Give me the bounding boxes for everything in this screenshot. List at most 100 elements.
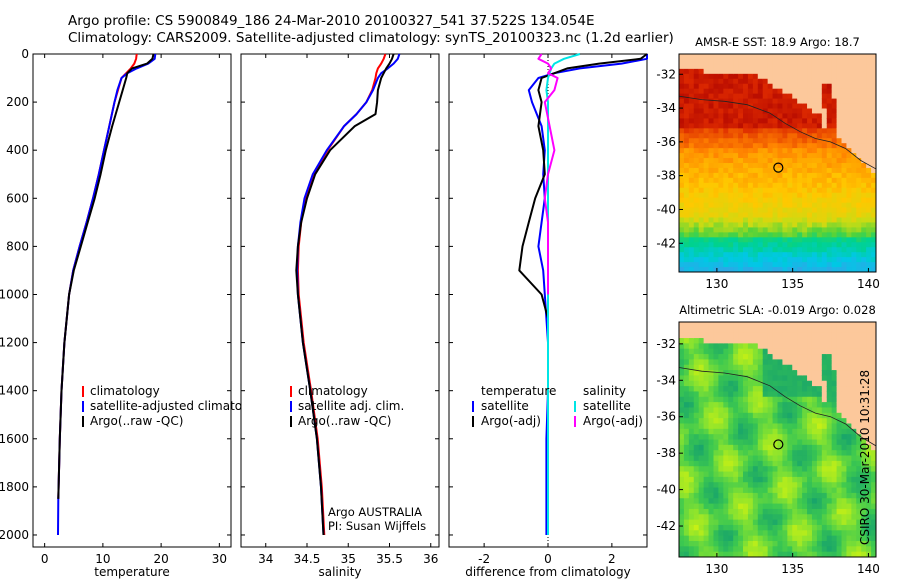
sst_map-cell	[688, 63, 695, 70]
sla_map-cell	[757, 396, 764, 403]
sla_map-cell	[777, 386, 784, 393]
sla_map-cell	[762, 508, 769, 515]
sst_map-cell	[797, 217, 803, 224]
sla_map-cell	[792, 348, 798, 355]
sla_map-cell	[802, 492, 808, 499]
sst_map-cell	[861, 187, 867, 194]
sla_map-cell	[816, 402, 823, 409]
sla_map-cell	[723, 359, 729, 366]
sla_map-cell	[826, 460, 833, 467]
sst_map-cell	[836, 133, 843, 139]
sst_map-cell	[861, 83, 867, 90]
sst_map-cell	[851, 103, 857, 110]
sla_map-cell	[826, 450, 833, 457]
sst_map-cell	[728, 83, 734, 90]
sla_map-cell	[723, 535, 729, 542]
sla_map-cell	[762, 359, 769, 366]
sla_map-cell	[792, 412, 798, 419]
difference-legend-entry: satellite	[583, 399, 631, 413]
sla_map-cell	[846, 514, 852, 521]
sst_map-cell	[738, 108, 744, 115]
sla_map-cell	[826, 492, 833, 499]
sst_map-cell	[708, 182, 715, 189]
sst_map-cell	[708, 207, 715, 214]
sst_map-cell	[688, 237, 695, 243]
sla_map-cell	[683, 407, 690, 414]
sla_map-cell	[772, 524, 779, 531]
sst_map-cell	[831, 68, 838, 75]
sst_map-cell	[757, 158, 764, 164]
sla_map-cell	[797, 540, 803, 547]
sla_map-cell	[698, 428, 705, 435]
sst_map-cell	[811, 212, 818, 219]
sst_map-cell	[747, 128, 754, 134]
sla_map-cell	[772, 460, 779, 467]
sla_map-cell	[777, 551, 784, 557]
sst_map-cell	[821, 227, 828, 233]
sst_map-cell	[807, 262, 813, 268]
sla_map-cell	[856, 423, 862, 430]
sla_map-cell	[723, 386, 729, 393]
sst_map-cell	[713, 138, 719, 144]
sst_map-cell	[861, 88, 867, 95]
sla_map-cell	[792, 450, 798, 457]
sla_map-cell	[693, 508, 700, 515]
sla_map-cell	[846, 370, 852, 377]
sla_map-cell	[856, 343, 862, 350]
sst_map-cell	[703, 202, 710, 209]
sla_map-cell	[811, 375, 818, 382]
sst_map-cell	[747, 113, 754, 119]
sla_map-cell	[723, 530, 729, 537]
sla_map-cell	[757, 444, 764, 451]
sst_map-cell	[871, 93, 876, 100]
sst_map-cell	[772, 153, 779, 159]
sla_map-cell	[683, 460, 690, 467]
sla_map-cell	[831, 322, 838, 328]
sst_map-cell	[688, 167, 695, 174]
sla_map-cell	[777, 348, 784, 355]
sla_map-cell	[826, 359, 833, 366]
sst_map-cell	[733, 182, 739, 189]
sla_map-cell	[826, 428, 833, 435]
sst_map-cell	[777, 98, 784, 105]
sla_map-cell	[762, 407, 769, 414]
sst_map-cell	[728, 232, 734, 238]
sla_map-cell	[841, 466, 848, 473]
sla_map-cell	[846, 551, 852, 557]
sla_map-cell	[683, 327, 690, 334]
sla_map-cell	[693, 444, 700, 451]
sst_map-cell	[698, 63, 705, 70]
sla_map-cell	[698, 482, 705, 489]
sla_map-cell	[816, 524, 823, 531]
sst_map-cell	[757, 58, 764, 65]
sla_map-cell	[861, 396, 867, 403]
sla_map-cell	[846, 508, 852, 515]
sst_map-cell	[821, 172, 828, 179]
sst_map-cell	[723, 78, 729, 85]
sst_map-cell	[733, 54, 739, 60]
sst_map-cell	[792, 187, 798, 194]
sla_map-cell	[738, 375, 744, 382]
sst_map-cell	[836, 242, 843, 248]
sst_map-cell	[816, 182, 823, 189]
sla_map-cell	[679, 412, 685, 419]
sst_map-cell	[698, 73, 705, 80]
sst_map-cell	[713, 237, 719, 243]
sla_map-cell	[708, 364, 715, 371]
sst_map-cell	[679, 177, 685, 184]
sst_map-cell	[693, 103, 700, 110]
sst_map-cell	[679, 143, 685, 149]
sst_map-cell	[762, 217, 769, 224]
sst_map-cell	[856, 232, 862, 238]
sla_map-cell	[871, 439, 876, 446]
sla_map-cell	[802, 428, 808, 435]
difference-series-temperature-argo-adj-	[518, 53, 648, 391]
sst_map-cell	[728, 242, 734, 248]
sst_map-cell	[777, 153, 784, 159]
sla_map-cell	[733, 423, 739, 430]
sst_map-cell	[836, 78, 843, 85]
sst_map-cell	[683, 118, 690, 124]
sst_map-cell	[772, 212, 779, 219]
sst_map-cell	[782, 187, 788, 194]
sst_map-cell	[767, 108, 774, 115]
